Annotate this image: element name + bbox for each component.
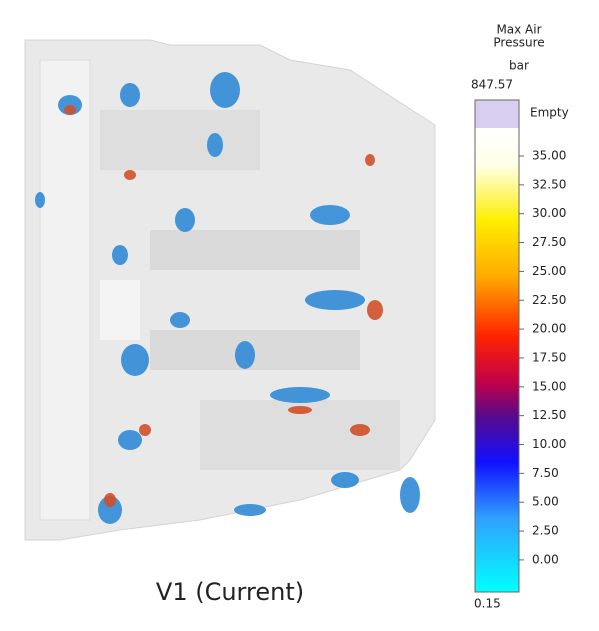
legend-tick-label: 22.50 — [532, 293, 566, 307]
caption: V1 (Current) — [156, 578, 304, 606]
legend-tick-label: 30.00 — [532, 206, 566, 220]
legend-tick-label: 12.50 — [532, 408, 566, 422]
color-bar — [475, 128, 519, 592]
legend-min: 0.15 — [474, 597, 501, 611]
legend-tick-label: 17.50 — [532, 350, 566, 364]
legend-unit: bar — [509, 59, 529, 73]
legend-empty: Empty — [530, 106, 569, 120]
legend-max: 847.57 — [471, 78, 513, 92]
legend-tick-label: 25.00 — [532, 264, 566, 278]
legend-tick-label: 27.50 — [532, 235, 566, 249]
legend-tick-label: 15.00 — [532, 379, 566, 393]
color-legend: Max Air Pressure bar 847.57 Empty 0.15 3… — [471, 23, 569, 611]
legend-tick-label: 2.50 — [532, 524, 559, 538]
legend-title: Pressure — [493, 36, 544, 50]
legend-title: Max Air — [496, 23, 541, 37]
legend-tick-label: 0.00 — [532, 552, 559, 566]
casting-render — [24, 39, 436, 541]
legend-tick-label: 20.00 — [532, 322, 566, 336]
legend-tick-label: 5.00 — [532, 495, 559, 509]
empty-band — [475, 100, 519, 128]
color-bar-frame — [474, 99, 520, 593]
legend-tick-label: 10.00 — [532, 437, 566, 451]
legend-tick-label: 32.50 — [532, 177, 566, 191]
legend-tick-label: 35.00 — [532, 149, 566, 163]
legend-tick-label: 7.50 — [532, 466, 559, 480]
